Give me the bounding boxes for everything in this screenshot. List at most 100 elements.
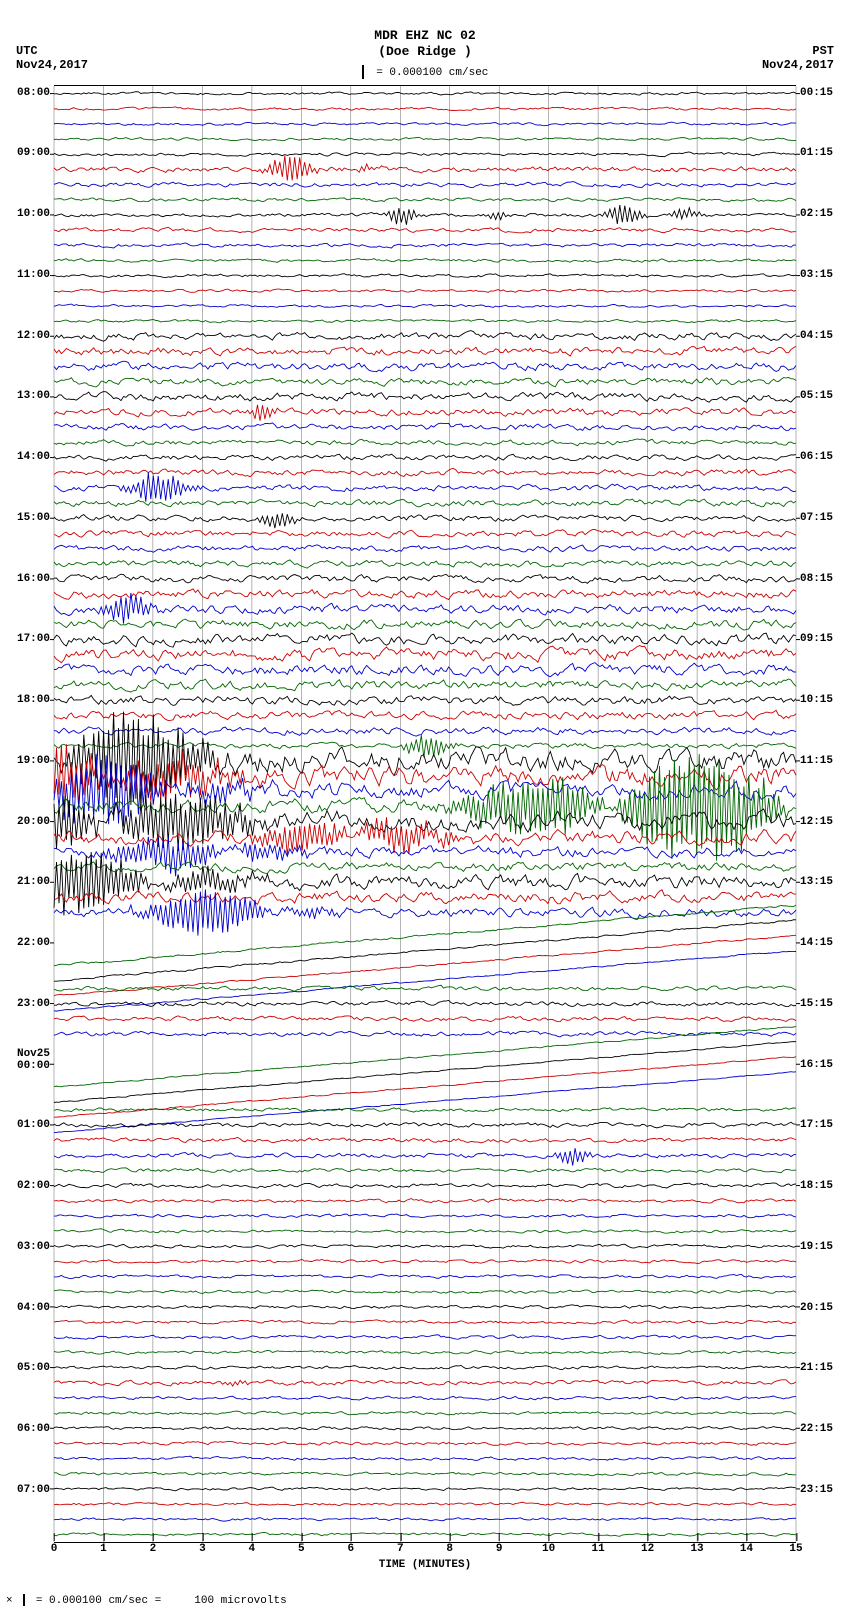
pst-hour-label: 09:15 <box>800 633 850 645</box>
pst-hour-label: 07:15 <box>800 512 850 524</box>
trace-line <box>54 1532 796 1536</box>
pst-axis: 00:1501:1502:1503:1504:1505:1506:1507:15… <box>796 85 850 1543</box>
trace-line <box>54 472 796 501</box>
trace-line <box>54 593 796 624</box>
trace-line <box>54 92 796 95</box>
station-title: MDR EHZ NC 02 (Doe Ridge ) <box>0 0 850 59</box>
footer-scale: × = 0.000100 cm/sec = 100 microvolts <box>6 1594 287 1607</box>
trace-line <box>54 1411 796 1415</box>
trace-line <box>54 545 796 552</box>
trace-line <box>54 890 796 904</box>
seismogram-page: MDR EHZ NC 02 (Doe Ridge ) = 0.000100 cm… <box>0 0 850 1613</box>
utc-hour-label: 21:00 <box>0 876 50 888</box>
trace-line <box>54 633 796 647</box>
footer-marker: × <box>6 1595 13 1607</box>
trace-line <box>54 1026 796 1086</box>
trace-line <box>54 227 796 232</box>
trace-line <box>54 258 796 262</box>
utc-hour-label: 20:00 <box>0 816 50 828</box>
pst-hour-label: 19:15 <box>800 1241 850 1253</box>
utc-hour-label: 22:00 <box>0 937 50 949</box>
trace-line <box>54 1335 796 1339</box>
x-tick: 7 <box>397 1543 404 1555</box>
utc-hour-label: 11:00 <box>0 269 50 281</box>
trace-line <box>54 1137 796 1142</box>
utc-hour-label: 09:00 <box>0 147 50 159</box>
utc-hour-label: 16:00 <box>0 573 50 585</box>
trace-line <box>54 405 796 421</box>
pst-hour-label: 02:15 <box>800 208 850 220</box>
trace-line <box>54 107 796 111</box>
station-name: (Doe Ridge ) <box>378 44 472 59</box>
x-tick: 12 <box>641 1543 654 1555</box>
x-tick: 5 <box>298 1543 305 1555</box>
trace-line <box>54 513 796 528</box>
x-tick: 11 <box>592 1543 605 1555</box>
trace-line <box>54 836 796 876</box>
pst-hour-label: 16:15 <box>800 1059 850 1071</box>
pst-hour-label: 00:15 <box>800 87 850 99</box>
trace-line <box>54 679 796 692</box>
trace-line <box>54 454 796 461</box>
footer-bar-icon <box>23 1594 25 1606</box>
trace-line <box>54 1031 796 1037</box>
header: MDR EHZ NC 02 (Doe Ridge ) = 0.000100 cm… <box>0 0 850 80</box>
pst-hour-label: 01:15 <box>800 147 850 159</box>
trace-line <box>54 152 796 157</box>
pst-hour-label: 20:15 <box>800 1302 850 1314</box>
utc-hour-label: 18:00 <box>0 694 50 706</box>
pst-hour-label: 23:15 <box>800 1484 850 1496</box>
x-tick: 2 <box>150 1543 157 1555</box>
trace-line <box>54 205 796 225</box>
utc-hour-label: 13:00 <box>0 390 50 402</box>
trace-line <box>54 1259 796 1263</box>
trace-line <box>54 1320 796 1324</box>
pst-hour-label: 17:15 <box>800 1119 850 1131</box>
pst-hour-label: 12:15 <box>800 816 850 828</box>
utc-hour-label: 08:00 <box>0 87 50 99</box>
trace-line <box>54 1502 796 1505</box>
trace-line <box>54 319 796 322</box>
trace-line <box>54 1350 796 1354</box>
utc-hour-label: 15:00 <box>0 512 50 524</box>
utc-hour-label: 19:00 <box>0 755 50 767</box>
x-tick: 9 <box>496 1543 503 1555</box>
trace-line <box>54 156 796 181</box>
trace-line <box>54 1305 796 1309</box>
trace-line <box>54 361 796 371</box>
trace-line <box>54 1244 796 1248</box>
x-tick: 1 <box>100 1543 107 1555</box>
x-tick: 15 <box>789 1543 802 1555</box>
trace-line <box>54 1441 796 1445</box>
trace-line <box>54 619 796 630</box>
trace-line <box>54 1199 796 1203</box>
trace-line <box>54 1108 796 1112</box>
trace-line <box>54 289 796 292</box>
trace-line <box>54 1456 796 1460</box>
pst-hour-label: 18:15 <box>800 1180 850 1192</box>
trace-line <box>54 663 796 677</box>
station-code: MDR EHZ NC 02 <box>374 28 475 43</box>
pst-hour-label: 08:15 <box>800 573 850 585</box>
pst-hour-label: 22:15 <box>800 1423 850 1435</box>
trace-line <box>54 304 796 307</box>
utc-hour-label: 04:00 <box>0 1302 50 1314</box>
trace-line <box>54 794 796 851</box>
trace-line <box>54 423 796 430</box>
trace-line <box>54 243 796 248</box>
trace-line <box>54 392 796 403</box>
utc-hour-label: 06:00 <box>0 1423 50 1435</box>
trace-line <box>54 560 796 568</box>
trace-line <box>54 1290 796 1293</box>
x-tick: 0 <box>51 1543 58 1555</box>
trace-line <box>54 1518 796 1521</box>
trace-line <box>54 727 796 736</box>
pst-hour-label: 15:15 <box>800 998 850 1010</box>
pst-hour-label: 06:15 <box>800 451 850 463</box>
x-axis: TIME (MINUTES) 0123456789101112131415 <box>54 1543 796 1573</box>
scale-indicator: = 0.000100 cm/sec <box>0 59 850 79</box>
utc-hour-label: Nov2500:00 <box>0 1048 50 1072</box>
trace-line <box>54 695 796 705</box>
x-tick: 10 <box>542 1543 555 1555</box>
utc-hour-label: 03:00 <box>0 1241 50 1253</box>
